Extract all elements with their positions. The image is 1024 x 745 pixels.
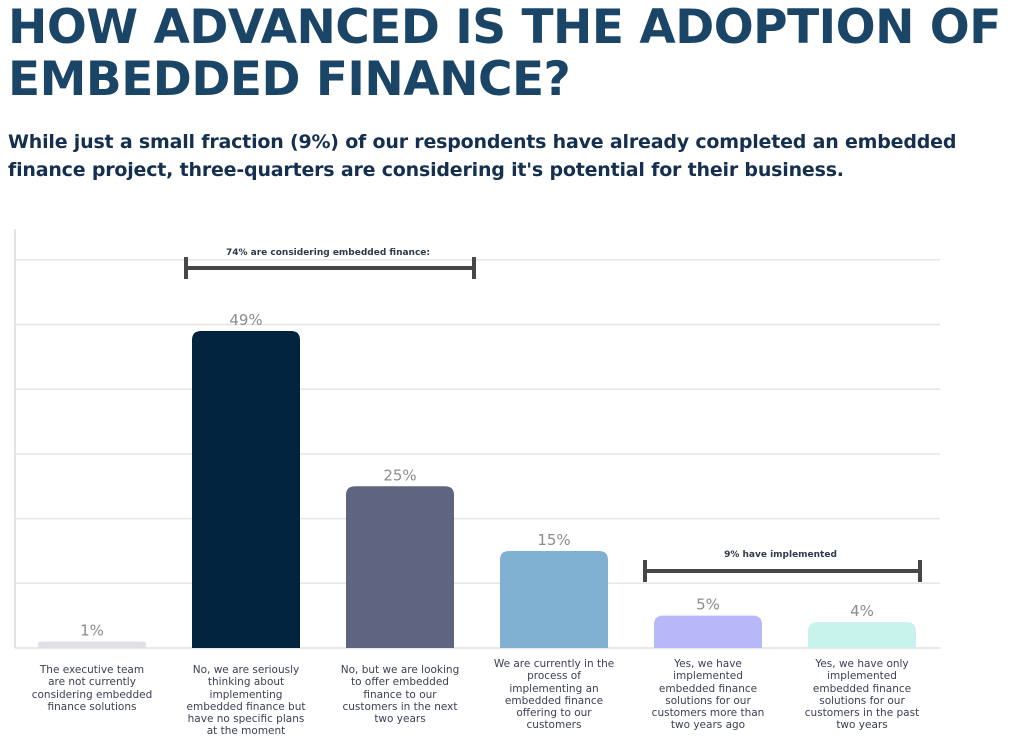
category-label: The executive team are not currently con… <box>31 664 153 713</box>
category-label: Yes, we have only implemented embedded f… <box>804 658 920 732</box>
bar[interactable] <box>346 486 454 648</box>
bar-value-label: 4% <box>850 602 874 620</box>
bar-value-label: 5% <box>696 596 720 614</box>
category-label: No, but we are looking to offer embedded… <box>340 664 460 726</box>
bar[interactable] <box>192 330 300 648</box>
bar[interactable] <box>500 550 608 648</box>
bar[interactable] <box>808 622 916 648</box>
annotation-label: 74% are considering embedded finance: <box>226 248 430 258</box>
bar-chart: 1% 49% 25% 15% 5% 4% 74% are considering embed… <box>14 229 940 649</box>
page-subtitle: While just a small fraction (9%) of our … <box>8 131 957 181</box>
page-title: HOW ADVANCED IS THE ADOPTION OF EMBEDDED… <box>8 0 1001 107</box>
bar-value-label: 25% <box>383 466 416 484</box>
bar[interactable] <box>654 615 762 648</box>
bar-value-label: 49% <box>229 311 262 329</box>
annotation-label: 9% have implemented <box>724 550 837 560</box>
bar-value-label: 1% <box>80 622 104 640</box>
category-label: Yes, we have implemented embedded financ… <box>651 658 765 732</box>
category-label: No, we are seriously thinking about impl… <box>186 664 306 738</box>
bar[interactable] <box>38 641 146 648</box>
category-label: We are currently in the process of imple… <box>493 658 615 732</box>
bar-value-label: 15% <box>537 531 570 549</box>
